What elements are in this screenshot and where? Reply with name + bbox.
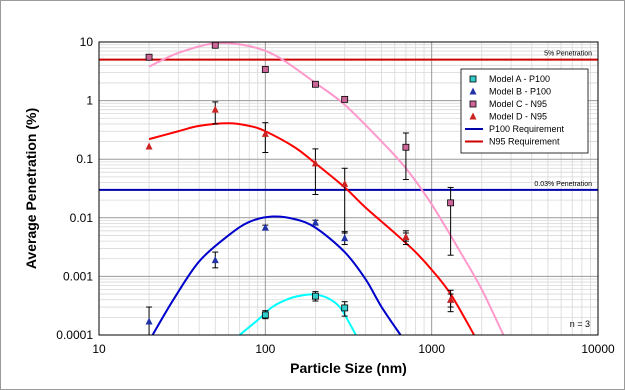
legend-label: Model C - N95 [489, 99, 547, 109]
data-point [211, 105, 219, 113]
x-tick-label: 10000 [581, 342, 615, 356]
x-tick-label: 10 [92, 342, 106, 356]
series-1-points [261, 291, 349, 320]
legend: Model A - P100 Model B - P100 Model C - N9… [460, 68, 589, 154]
legend-marker [469, 112, 477, 120]
data-point [211, 256, 219, 264]
reference-line-label: 5% Penetration [544, 51, 592, 58]
data-point [145, 142, 153, 150]
data-point [402, 143, 410, 151]
series-4-points [145, 101, 455, 313]
y-tick-label: 10 [80, 35, 94, 49]
data-point [261, 129, 269, 137]
legend-label: P100 Requirement [489, 124, 565, 134]
data-point [447, 295, 455, 303]
data-point [341, 234, 349, 242]
y-axis-title: Average Penetration (%) [23, 108, 39, 269]
legend-marker [469, 75, 477, 83]
y-tick-label: 0.001 [63, 269, 93, 283]
plot-border [98, 41, 599, 336]
data-point [261, 311, 269, 319]
reference-line-label: 0.03% Penetration [534, 181, 592, 188]
data-point [145, 317, 153, 325]
legend-marker [469, 87, 477, 95]
series-3-points [145, 41, 455, 256]
data-point [145, 53, 153, 61]
y-tick-label: 0.01 [70, 211, 94, 225]
legend-label: Model A - P100 [489, 74, 550, 84]
legend-marker [469, 100, 477, 108]
data-point [311, 218, 319, 226]
sample-size-note: n = 3 [570, 319, 590, 329]
data-point [261, 223, 269, 231]
x-axis-title: Particle Size (nm) [290, 360, 407, 376]
data-point [341, 95, 349, 103]
x-tick-label: 1000 [418, 342, 445, 356]
data-point [341, 179, 349, 187]
x-tick-label: 100 [255, 342, 275, 356]
data-point [261, 66, 269, 73]
legend-box [460, 68, 589, 154]
data-point [312, 80, 319, 88]
y-tick-label: 0.1 [76, 152, 93, 166]
data-point [311, 159, 319, 167]
y-tick-label: 1 [86, 94, 93, 108]
data-point [312, 292, 319, 300]
legend-label: Model B - P100 [489, 87, 551, 97]
data-point [447, 199, 455, 207]
legend-label: Model D - N95 [489, 112, 547, 122]
data-point [211, 41, 219, 49]
y-tick-label: 0.0001 [56, 328, 93, 342]
fit-curve-series-2 [151, 215, 402, 335]
data-point [341, 304, 349, 312]
data-point [402, 233, 410, 241]
legend-label: N95 Requirement [489, 137, 560, 147]
